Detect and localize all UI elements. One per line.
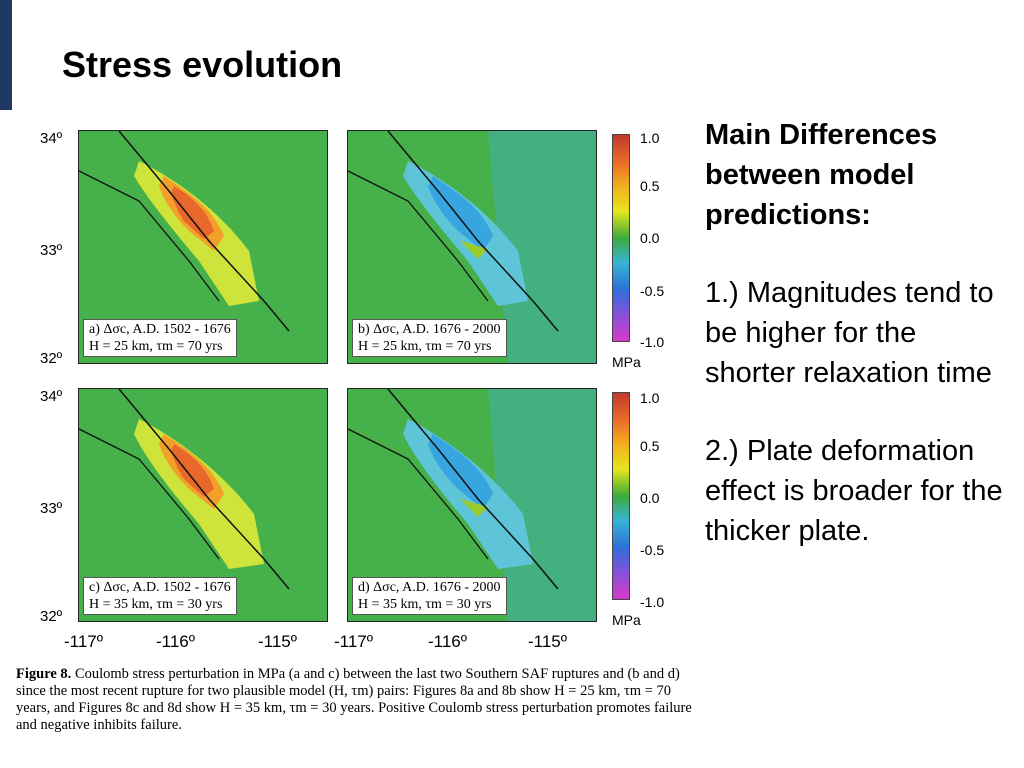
lat-label-32-top: 32º: [40, 350, 63, 367]
lat-label-34-bottom: 34º: [40, 388, 63, 405]
lon-label-117-right: -117º: [334, 632, 373, 651]
panel-label-a: a) Δσc, A.D. 1502 - 1676 H = 25 km, τm =…: [83, 319, 237, 357]
point-1: 1.) Magnitudes tend to be higher for the…: [705, 277, 994, 389]
lon-label-116-right: -116º: [428, 632, 467, 651]
cbar-tick-neg0.5-bottom: -0.5: [640, 542, 665, 558]
cbar-unit-top: MPa: [612, 354, 641, 370]
panel-label-c: c) Δσc, A.D. 1502 - 1676 H = 35 km, τm =…: [83, 577, 237, 615]
cbar-tick-neg0.5-top: -0.5: [640, 283, 665, 299]
accent-bar: [0, 0, 12, 110]
lon-label-117-left: -117º: [64, 632, 103, 651]
point-2: 2.) Plate deformation effect is broader …: [705, 435, 1003, 547]
caption-label: Figure 8.: [16, 666, 72, 682]
lat-label-32-bottom: 32º: [40, 608, 63, 625]
lon-label-116-left: -116º: [156, 632, 195, 651]
side-heading: Main Differences between model predictio…: [705, 119, 938, 231]
cbar-tick-1.0-bottom: 1.0: [640, 390, 660, 406]
map-panel-d: d) Δσc, A.D. 1676 - 2000 H = 35 km, τm =…: [347, 388, 597, 622]
caption-text: Coulomb stress perturbation in MPa (a an…: [16, 666, 692, 733]
figure-8: a) Δσc, A.D. 1502 - 1676 H = 25 km, τm =…: [0, 120, 700, 665]
map-panel-a: a) Δσc, A.D. 1502 - 1676 H = 25 km, τm =…: [78, 130, 328, 364]
cbar-tick-1.0-top: 1.0: [640, 130, 660, 146]
map-panel-b: b) Δσc, A.D. 1676 - 2000 H = 25 km, τm =…: [347, 130, 597, 364]
side-text: Main Differences between model predictio…: [705, 115, 1005, 589]
cbar-tick-neg1.0-top: -1.0: [640, 334, 665, 350]
cbar-tick-0.5-bottom: 0.5: [640, 438, 660, 454]
figure-caption: Figure 8. Coulomb stress perturbation in…: [16, 666, 696, 734]
cbar-tick-0.0-bottom: 0.0: [640, 490, 660, 506]
map-panel-c: c) Δσc, A.D. 1502 - 1676 H = 35 km, τm =…: [78, 388, 328, 622]
cbar-tick-0.0-top: 0.0: [640, 230, 660, 246]
colorbar-bottom: [612, 392, 630, 600]
colorbar-top: [612, 134, 630, 342]
cbar-unit-bottom: MPa: [612, 612, 641, 628]
cbar-tick-neg1.0-bottom: -1.0: [640, 594, 665, 610]
lat-label-34-top: 34º: [40, 130, 63, 147]
lat-label-33-top: 33º: [40, 242, 63, 259]
panel-label-b: b) Δσc, A.D. 1676 - 2000 H = 25 km, τm =…: [352, 319, 507, 357]
slide-title: Stress evolution: [62, 44, 343, 85]
lat-label-33-bottom: 33º: [40, 500, 63, 517]
lon-label-115-right: -115º: [528, 632, 567, 651]
cbar-tick-0.5-top: 0.5: [640, 178, 660, 194]
lon-label-115-left: -115º: [258, 632, 297, 651]
panel-label-d: d) Δσc, A.D. 1676 - 2000 H = 35 km, τm =…: [352, 577, 507, 615]
